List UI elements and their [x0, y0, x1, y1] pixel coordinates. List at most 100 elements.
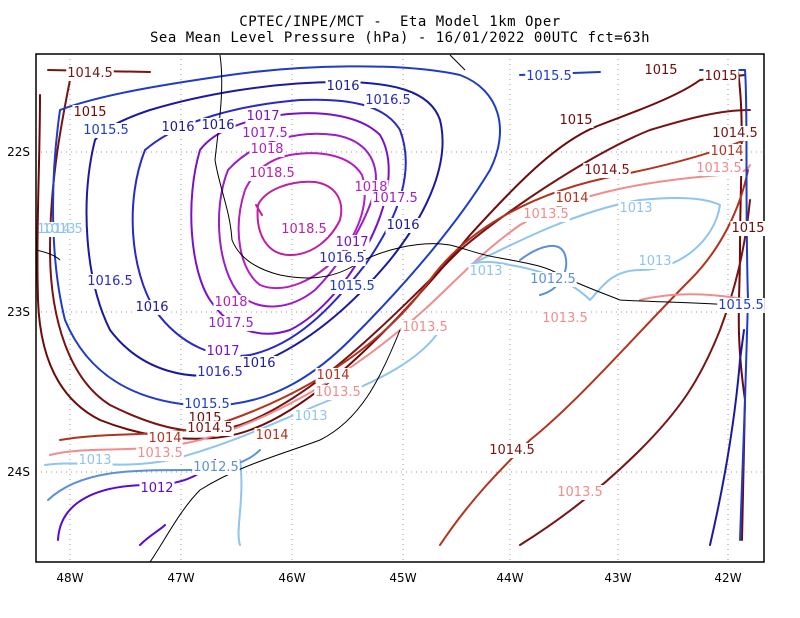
isobar-1012-5	[47, 245, 568, 501]
contour-label-bg	[280, 222, 328, 237]
contour-label: 1013.5	[402, 320, 448, 335]
contour-label: 1015	[73, 105, 106, 120]
contour-label-bg	[66, 66, 114, 81]
contour-label: 1014.5	[187, 421, 233, 436]
contour-label: 1014	[255, 428, 288, 443]
contour-label-bg	[730, 221, 766, 236]
contour-label-bg	[709, 144, 745, 159]
contour-label-bg	[205, 344, 241, 359]
contour-label: 1015.5	[83, 123, 129, 138]
contour-label-bg	[488, 443, 536, 458]
contour-label-bg	[385, 218, 421, 233]
contour-label: 1016	[326, 79, 359, 94]
contour-label: 1016.5	[197, 365, 243, 380]
contour-label: 1013	[469, 264, 502, 279]
contour-label-bg	[325, 79, 361, 94]
contour-label-bg	[711, 126, 759, 141]
isobar-1018	[237, 152, 366, 290]
contour-label: 1017	[206, 344, 239, 359]
contour-label: 1014.5	[584, 163, 630, 178]
map-title: CPTEC/INPE/MCT - Eta Model 1km Oper	[239, 14, 561, 30]
isobar-1015-west	[36, 74, 746, 440]
contour-label-bg	[249, 142, 285, 157]
contour-label: 1017	[246, 109, 279, 124]
contour-label-bg	[77, 453, 113, 468]
contour-label: 1014	[316, 368, 349, 383]
contour-label-bg	[529, 272, 577, 287]
isobar-1014-south	[439, 169, 749, 546]
contour-label-bg	[139, 481, 175, 496]
contour-label: 1018	[250, 142, 283, 157]
contour-label-bg	[293, 409, 329, 424]
contour-label-bg	[695, 161, 743, 176]
contour-label: 1013.5	[557, 485, 603, 500]
lat-tick-label: 23S	[7, 305, 30, 319]
contour-label: 1018.5	[281, 222, 327, 237]
contour-label-bg	[522, 207, 570, 222]
contour-label-bg	[245, 109, 281, 124]
lon-tick-label: 44W	[496, 571, 523, 585]
contour-label-bg	[556, 485, 604, 500]
isobar-1016	[85, 81, 745, 546]
lat-tick-label: 22S	[7, 145, 30, 159]
isobar-1014-mid	[59, 139, 746, 441]
isobar-1018-5	[255, 180, 343, 256]
contour-label: 1015.5	[718, 298, 764, 313]
contour-label-bg	[703, 69, 739, 84]
contour-label-bg	[241, 126, 289, 141]
lon-tick-label: 48W	[56, 571, 83, 585]
contour-label: 1016	[386, 218, 419, 233]
contour-label-bg	[318, 251, 366, 266]
contour-label: 1016	[242, 356, 275, 371]
contour-label-bg	[72, 105, 108, 120]
contour-label: 1018	[214, 295, 247, 310]
lon-tick-label: 46W	[278, 571, 305, 585]
contour-label: 1018.5	[249, 166, 295, 181]
contour-label-bg	[200, 118, 236, 133]
contour-label-bg	[618, 201, 654, 216]
contour-label-bg	[136, 446, 184, 461]
contour-label-bg	[248, 166, 296, 181]
contour-label-bg	[583, 163, 631, 178]
contour-label-bg	[468, 264, 504, 279]
contour-label: 1013.5	[523, 207, 569, 222]
contour-label-bg	[41, 222, 77, 237]
contour-label-bg	[241, 356, 277, 371]
contour-label: 1013.5	[137, 446, 183, 461]
contour-label-bg	[86, 274, 134, 289]
contour-label-bg	[82, 123, 130, 138]
contour-label: 1013.5	[315, 385, 361, 400]
contour-label: 1012.5	[193, 460, 239, 475]
contour-label-bg	[183, 397, 231, 412]
contour-label-bg	[315, 368, 351, 383]
contour-label-bg	[558, 113, 594, 128]
contour-label: 1014.5	[489, 443, 535, 458]
lon-axis: 48W 47W 46W 45W 44W 43W 42W	[56, 571, 741, 585]
contour-label: 1013	[78, 453, 111, 468]
contour-label: 1016	[135, 300, 168, 315]
contour-label: 1016	[161, 120, 194, 135]
contour-label-bg	[541, 311, 589, 326]
contour-label: 1017	[335, 235, 368, 250]
lon-tick-label: 43W	[604, 571, 631, 585]
contour-label-bg	[147, 431, 183, 446]
contour-label: 1015	[704, 69, 737, 84]
coastline	[36, 54, 764, 562]
contour-label: 1016.5	[87, 274, 133, 289]
contour-label-bg	[254, 428, 290, 443]
contour-label: 1013.5	[696, 161, 742, 176]
contour-label-bg	[134, 300, 170, 315]
contour-label: 1013.5	[542, 311, 588, 326]
contour-label: 1014.5	[37, 222, 83, 237]
contour-label: 1014	[148, 431, 181, 446]
contour-label: 1017.5	[208, 316, 254, 331]
contour-label: 1012.5	[530, 272, 576, 287]
contour-label: 1013	[294, 409, 327, 424]
contour-label-bg	[371, 191, 419, 206]
contour-label: 1014.5	[67, 66, 113, 81]
contour-label: 1013	[42, 222, 75, 237]
contour-label-bg	[401, 320, 449, 335]
contour-label-bg	[192, 460, 240, 475]
